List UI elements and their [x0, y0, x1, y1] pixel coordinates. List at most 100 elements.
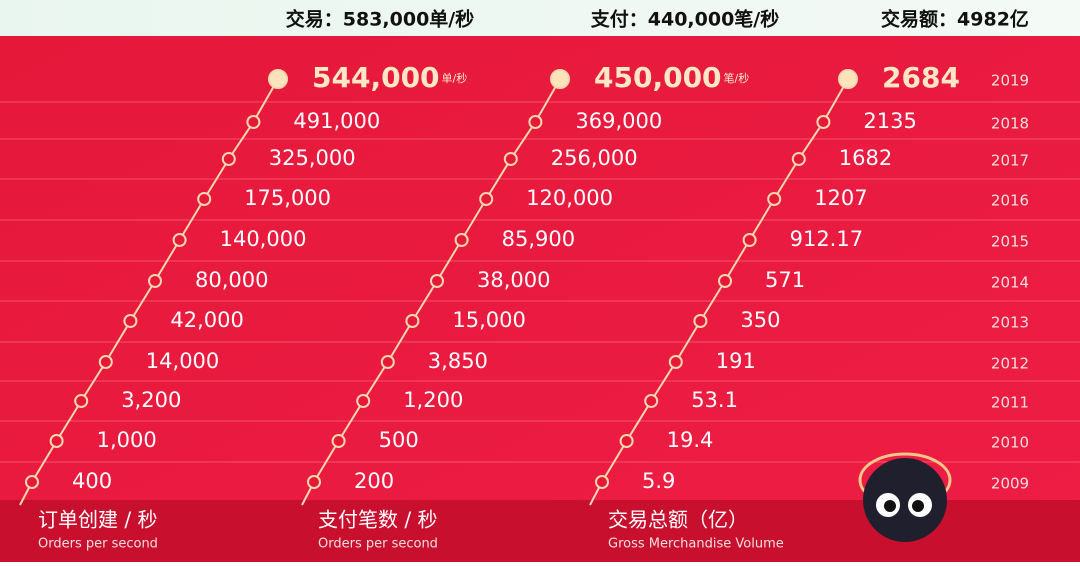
timeline-dot	[668, 355, 683, 369]
value: 571	[765, 268, 805, 292]
value: 2135	[863, 109, 916, 133]
timeline-dot	[550, 69, 570, 89]
value: 175,000	[244, 186, 331, 210]
timeline-dot	[307, 475, 321, 489]
timeline-dot	[49, 434, 64, 448]
year-label: 2014	[991, 274, 1029, 292]
year-label: 2010	[991, 434, 1029, 452]
timeline	[301, 78, 561, 506]
value-label: 1682	[839, 146, 892, 170]
value-label: 19.4	[667, 428, 714, 452]
timeline-dot	[619, 434, 634, 448]
value-label: 175,000	[244, 186, 331, 210]
value-label: 450,000 笔/秒	[594, 61, 749, 94]
value-label: 1207	[814, 186, 867, 210]
value: 400	[72, 469, 112, 493]
value-label: 912.17	[790, 227, 863, 251]
timeline	[589, 78, 849, 506]
value: 1,000	[97, 428, 157, 452]
value-label: 85,900	[502, 227, 575, 251]
value-label: 544,000 单/秒	[312, 61, 467, 94]
value-label: 325,000	[269, 146, 356, 170]
value-label: 2135	[863, 109, 916, 133]
value: 1207	[814, 186, 867, 210]
value: 491,000	[293, 109, 380, 133]
value: 120,000	[526, 186, 613, 210]
column-subtitle: Gross Merchandise Volume	[608, 537, 784, 552]
value-label: 80,000	[195, 268, 268, 292]
value: 325,000	[269, 146, 356, 170]
year-label: 2015	[991, 233, 1029, 251]
value-label: 14,000	[146, 349, 219, 373]
value: 350	[740, 308, 780, 332]
value: 80,000	[195, 268, 268, 292]
value: 200	[354, 469, 394, 493]
year-label: 2013	[991, 314, 1029, 332]
value: 191	[716, 349, 756, 373]
value-label: 200	[354, 469, 394, 493]
header-stat: 交易额：4982亿	[881, 8, 1029, 31]
value: 15,000	[452, 308, 525, 332]
year-label: 2017	[991, 152, 1029, 170]
value: 140,000	[220, 227, 307, 251]
value: 544,000	[312, 61, 440, 94]
timeline-dot	[356, 394, 371, 408]
year-label: 2011	[991, 394, 1029, 412]
value: 450,000	[594, 61, 722, 94]
value: 1682	[839, 146, 892, 170]
value: 38,000	[477, 268, 550, 292]
timeline-dot	[380, 355, 395, 369]
timeline-dot	[454, 233, 469, 247]
header-stat: 交易：583,000单/秒	[286, 8, 474, 31]
timeline-dot	[693, 314, 708, 328]
unit: 笔/秒	[724, 71, 750, 85]
value: 42,000	[170, 308, 243, 332]
timeline-dot	[791, 152, 806, 166]
header-stat: 支付：440,000笔/秒	[590, 8, 779, 31]
column-title: 订单创建 / 秒	[38, 508, 157, 532]
value-label: 3,850	[428, 349, 488, 373]
value-label: 5.9	[642, 469, 675, 493]
header-band	[0, 0, 1080, 36]
year-label: 2009	[991, 475, 1029, 493]
timeline-dot	[405, 314, 420, 328]
timeline	[19, 78, 279, 506]
timeline-dot	[430, 274, 444, 288]
content: 交易：583,000单/秒 支付：440,000笔/秒 交易额：4982亿 2019 2…	[0, 8, 1080, 552]
value: 14,000	[146, 349, 219, 373]
timeline-dot	[644, 394, 659, 408]
timeline-dot	[98, 355, 113, 369]
value-label: 571	[765, 268, 805, 292]
unit: 单/秒	[442, 71, 468, 85]
value: 5.9	[642, 469, 675, 493]
timeline-dot	[742, 233, 757, 247]
column-title: 交易总额（亿）	[608, 508, 748, 532]
value: 1,200	[403, 388, 463, 412]
value-label: 491,000	[293, 109, 380, 133]
year-label: 2018	[991, 115, 1029, 133]
value: 19.4	[667, 428, 714, 452]
value-label: 369,000	[575, 109, 662, 133]
value-label: 350	[740, 308, 780, 332]
timeline-dot	[148, 274, 162, 288]
timeline-dot	[503, 152, 518, 166]
timeline-dot	[718, 274, 732, 288]
value: 912.17	[790, 227, 863, 251]
column-subtitle: Orders per second	[318, 537, 438, 552]
value: 256,000	[551, 146, 638, 170]
value-label: 1,200	[403, 388, 463, 412]
value: 3,850	[428, 349, 488, 373]
value: 369,000	[575, 109, 662, 133]
timeline-dot	[528, 115, 543, 129]
timeline-dot	[172, 233, 187, 247]
year-label: 2019	[991, 72, 1029, 90]
timeline-dot	[767, 192, 782, 206]
year-label: 2016	[991, 192, 1029, 210]
value-label: 1,000	[97, 428, 157, 452]
column-title: 支付笔数 / 秒	[318, 508, 437, 532]
value-label: 42,000	[170, 308, 243, 332]
timeline-dot	[331, 434, 346, 448]
value-label: 500	[379, 428, 419, 452]
